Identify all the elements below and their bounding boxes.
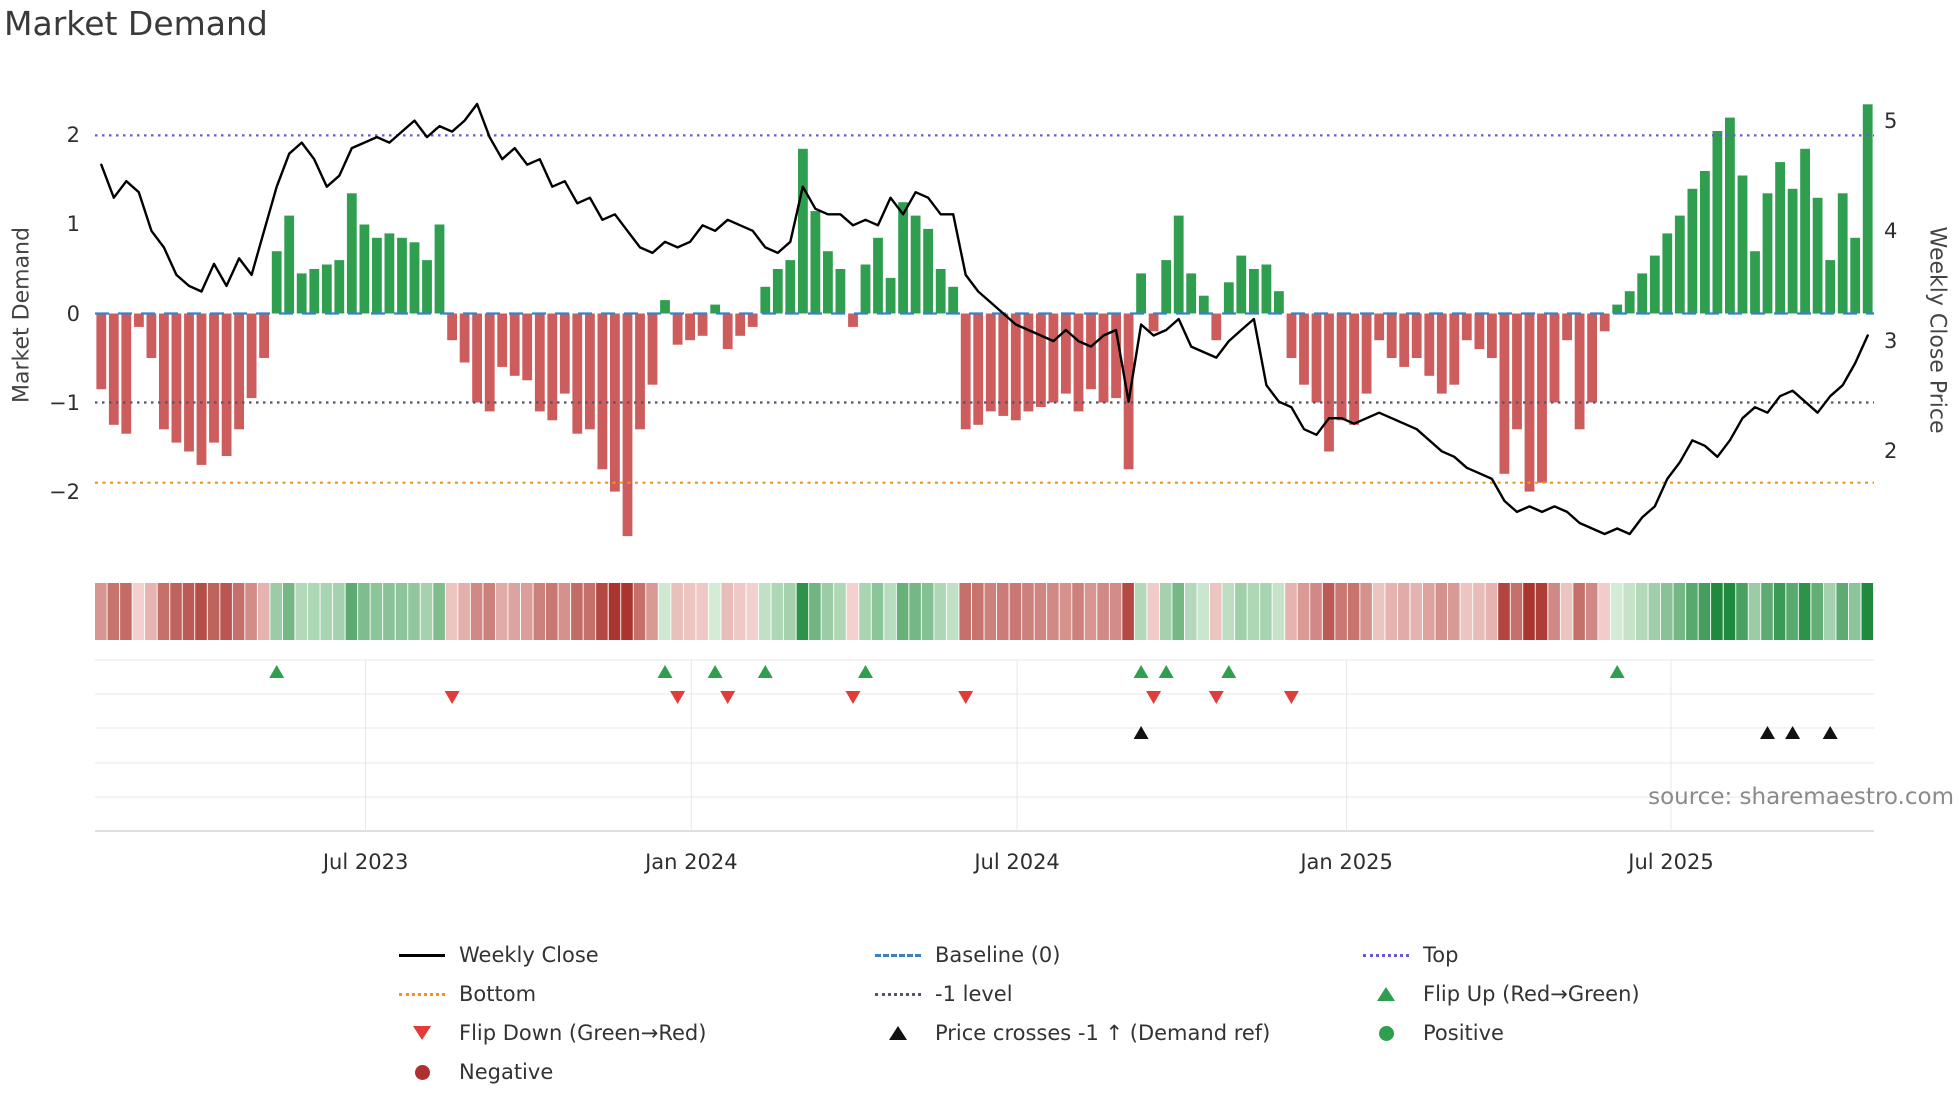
x-tick: Jul 2024 bbox=[974, 850, 1060, 874]
weekly-close-line-icon bbox=[399, 953, 445, 957]
dotted-line-icon bbox=[875, 992, 921, 996]
y-axis-label-left: Market Demand bbox=[9, 227, 35, 403]
legend-label: Price crosses -1 ↑ (Demand ref) bbox=[935, 1021, 1271, 1045]
dashed-line-icon bbox=[875, 953, 921, 957]
flip-down-triangle-icon bbox=[399, 1026, 445, 1040]
x-tick: Jul 2025 bbox=[1628, 850, 1714, 874]
price-cross-markers bbox=[1133, 726, 1838, 739]
bottom-line-icon bbox=[399, 992, 445, 996]
legend-column-1: Weekly Close Bottom Flip Down (Green→Red… bbox=[399, 940, 706, 1087]
y-tick-left: 0 bbox=[66, 301, 80, 326]
legend-label: Negative bbox=[459, 1060, 554, 1084]
legend-label: Flip Down (Green→Red) bbox=[459, 1021, 707, 1045]
y-tick-right: 5 bbox=[1884, 108, 1898, 133]
y-tick-left: 1 bbox=[66, 212, 80, 237]
legend-item-flip-up: Flip Up (Red→Green) bbox=[1363, 979, 1640, 1009]
dotted-line-icon bbox=[399, 992, 445, 996]
x-tick: Jan 2024 bbox=[645, 850, 738, 874]
positive-dot-icon bbox=[1363, 1025, 1409, 1041]
weekly-close-line bbox=[100, 102, 1869, 536]
legend-label: Weekly Close bbox=[459, 943, 599, 967]
legend-item-top: Top bbox=[1363, 940, 1640, 970]
legend-item-baseline: Baseline (0) bbox=[875, 940, 1270, 970]
baseline-line-icon bbox=[875, 953, 921, 957]
solid-line-icon bbox=[399, 953, 445, 957]
flip-up-triangle-icon bbox=[1363, 987, 1409, 1001]
flip-down-markers bbox=[444, 691, 1299, 704]
legend-label: Flip Up (Red→Green) bbox=[1423, 982, 1640, 1006]
legend-item-bottom: Bottom bbox=[399, 979, 706, 1009]
legend-label: Bottom bbox=[459, 982, 537, 1006]
x-tick: Jan 2025 bbox=[1300, 850, 1393, 874]
legend-item-negative: Negative bbox=[399, 1057, 706, 1087]
chart-title: Market Demand bbox=[4, 4, 268, 43]
y-tick-right: 3 bbox=[1884, 329, 1898, 354]
y-tick-left: −2 bbox=[49, 479, 80, 504]
x-tick: Jul 2023 bbox=[322, 850, 409, 874]
legend-item-flip-down: Flip Down (Green→Red) bbox=[399, 1018, 706, 1048]
price-cross-triangle-icon bbox=[875, 1026, 921, 1040]
y-tick-right: 4 bbox=[1884, 218, 1898, 243]
circle-icon bbox=[414, 1064, 430, 1080]
negative-dot-icon bbox=[399, 1064, 445, 1080]
y-axis-label-right: Weekly Close Price bbox=[1924, 226, 1950, 434]
triangle-up-icon bbox=[889, 1026, 907, 1040]
y-tick-left: 2 bbox=[66, 123, 80, 148]
legend-column-3: Top Flip Up (Red→Green) Positive bbox=[1363, 940, 1640, 1048]
dotted-line-icon bbox=[1363, 953, 1409, 957]
flip-up-markers bbox=[269, 665, 1625, 678]
y-tick-right: 2 bbox=[1884, 439, 1898, 464]
legend-item-weekly-close: Weekly Close bbox=[399, 940, 706, 970]
circle-icon bbox=[1378, 1025, 1394, 1041]
marker-panel-grid bbox=[95, 659, 1874, 832]
source-attribution: source: sharemaestro.com bbox=[1648, 784, 1954, 810]
top-line-icon bbox=[1363, 953, 1409, 957]
demand-heatmap bbox=[95, 583, 1874, 640]
legend-item-minus1-level: -1 level bbox=[875, 979, 1270, 1009]
legend-label: Positive bbox=[1423, 1021, 1504, 1045]
legend-label: -1 level bbox=[935, 982, 1013, 1006]
legend-column-2: Baseline (0) -1 level Price crosses -1 ↑… bbox=[875, 940, 1270, 1048]
legend-item-price-cross: Price crosses -1 ↑ (Demand ref) bbox=[875, 1018, 1270, 1048]
triangle-up-icon bbox=[1377, 987, 1395, 1001]
demand-bars bbox=[96, 104, 1873, 537]
legend-item-positive: Positive bbox=[1363, 1018, 1640, 1048]
y-tick-left: −1 bbox=[49, 390, 80, 415]
legend-label: Top bbox=[1423, 943, 1459, 967]
reference-lines bbox=[95, 134, 1874, 484]
triangle-down-icon bbox=[413, 1026, 431, 1040]
minus1-line-icon bbox=[875, 992, 921, 996]
legend-label: Baseline (0) bbox=[935, 943, 1061, 967]
